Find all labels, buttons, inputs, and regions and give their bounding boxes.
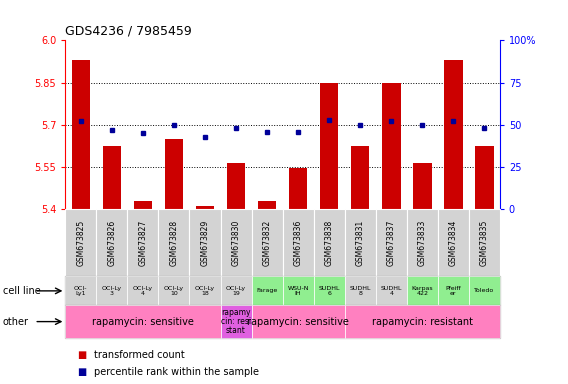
Bar bbox=[469, 276, 500, 305]
Text: OCI-Ly
3: OCI-Ly 3 bbox=[102, 286, 122, 296]
Bar bbox=[314, 209, 345, 276]
Bar bbox=[165, 139, 183, 209]
Bar bbox=[475, 146, 494, 209]
Bar bbox=[97, 209, 127, 276]
Text: GSM673827: GSM673827 bbox=[139, 220, 148, 266]
Text: ■: ■ bbox=[77, 350, 86, 360]
Bar bbox=[158, 276, 190, 305]
Bar bbox=[252, 276, 283, 305]
Text: GSM673831: GSM673831 bbox=[356, 220, 365, 266]
Bar bbox=[407, 209, 438, 276]
Bar bbox=[438, 276, 469, 305]
Text: Toledo: Toledo bbox=[474, 288, 495, 293]
Bar bbox=[195, 207, 214, 209]
Text: GSM673829: GSM673829 bbox=[201, 220, 210, 266]
Bar bbox=[65, 209, 97, 276]
Bar bbox=[345, 209, 375, 276]
Text: GSM673838: GSM673838 bbox=[325, 220, 333, 266]
Text: SUDHL
6: SUDHL 6 bbox=[319, 286, 340, 296]
Bar bbox=[127, 209, 158, 276]
Bar bbox=[65, 276, 97, 305]
Text: GSM673837: GSM673837 bbox=[387, 220, 396, 266]
Text: GSM673828: GSM673828 bbox=[169, 220, 178, 266]
Bar bbox=[252, 209, 283, 276]
Bar bbox=[72, 60, 90, 209]
Bar bbox=[438, 209, 469, 276]
Text: GSM673833: GSM673833 bbox=[417, 220, 427, 266]
Text: GSM673836: GSM673836 bbox=[294, 220, 303, 266]
Text: GSM673834: GSM673834 bbox=[449, 220, 458, 266]
Bar bbox=[320, 83, 339, 209]
Bar bbox=[345, 305, 500, 338]
Text: Pfeiff
er: Pfeiff er bbox=[445, 286, 461, 296]
Text: OCI-Ly
19: OCI-Ly 19 bbox=[226, 286, 246, 296]
Bar bbox=[314, 276, 345, 305]
Text: percentile rank within the sample: percentile rank within the sample bbox=[94, 367, 258, 377]
Text: SUDHL
4: SUDHL 4 bbox=[381, 286, 402, 296]
Bar bbox=[227, 163, 245, 209]
Text: Karpas
422: Karpas 422 bbox=[411, 286, 433, 296]
Text: rapamycin: resistant: rapamycin: resistant bbox=[371, 316, 473, 327]
Bar bbox=[258, 201, 277, 209]
Text: OCI-Ly
10: OCI-Ly 10 bbox=[164, 286, 184, 296]
Bar bbox=[97, 276, 127, 305]
Text: transformed count: transformed count bbox=[94, 350, 185, 360]
Bar bbox=[103, 146, 121, 209]
Text: GSM673830: GSM673830 bbox=[232, 220, 240, 266]
Text: GSM673826: GSM673826 bbox=[107, 220, 116, 266]
Text: OCI-Ly
18: OCI-Ly 18 bbox=[195, 286, 215, 296]
Text: rapamy
cin: resi
stant: rapamy cin: resi stant bbox=[221, 308, 251, 335]
Bar bbox=[220, 305, 252, 338]
Text: WSU-N
IH: WSU-N IH bbox=[287, 286, 309, 296]
Bar bbox=[345, 276, 375, 305]
Bar bbox=[190, 209, 220, 276]
Bar bbox=[127, 276, 158, 305]
Bar bbox=[283, 276, 314, 305]
Bar bbox=[375, 209, 407, 276]
Bar bbox=[444, 60, 462, 209]
Bar bbox=[252, 305, 345, 338]
Bar bbox=[283, 209, 314, 276]
Text: ■: ■ bbox=[77, 367, 86, 377]
Text: other: other bbox=[3, 316, 29, 327]
Text: rapamycin: sensitive: rapamycin: sensitive bbox=[247, 316, 349, 327]
Bar bbox=[220, 276, 252, 305]
Bar bbox=[220, 209, 252, 276]
Bar bbox=[133, 201, 152, 209]
Bar bbox=[382, 83, 400, 209]
Bar bbox=[407, 276, 438, 305]
Text: OCI-Ly
4: OCI-Ly 4 bbox=[133, 286, 153, 296]
Text: GDS4236 / 7985459: GDS4236 / 7985459 bbox=[65, 25, 192, 38]
Text: rapamycin: sensitive: rapamycin: sensitive bbox=[92, 316, 194, 327]
Text: GSM673832: GSM673832 bbox=[262, 220, 272, 266]
Bar bbox=[158, 209, 190, 276]
Bar bbox=[190, 276, 220, 305]
Bar bbox=[65, 305, 220, 338]
Bar bbox=[375, 276, 407, 305]
Bar bbox=[351, 146, 369, 209]
Text: SUDHL
8: SUDHL 8 bbox=[349, 286, 371, 296]
Text: OCI-
Ly1: OCI- Ly1 bbox=[74, 286, 87, 296]
Text: GSM673825: GSM673825 bbox=[76, 220, 85, 266]
Bar bbox=[413, 163, 432, 209]
Text: cell line: cell line bbox=[3, 286, 40, 296]
Text: GSM673835: GSM673835 bbox=[480, 220, 489, 266]
Text: Farage: Farage bbox=[256, 288, 278, 293]
Bar bbox=[469, 209, 500, 276]
Bar bbox=[289, 169, 307, 209]
